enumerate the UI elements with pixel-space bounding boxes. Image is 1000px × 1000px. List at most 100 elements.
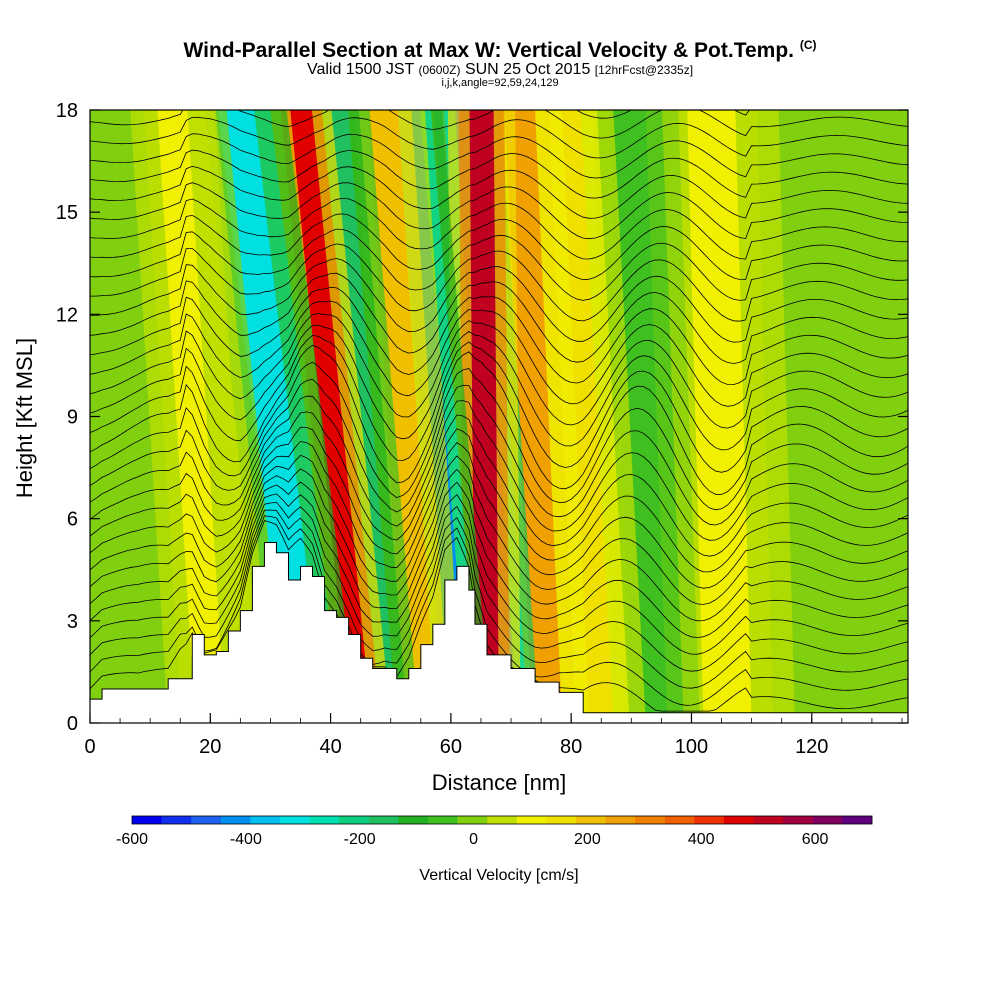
colorbar-swatch-18 bbox=[664, 816, 695, 824]
isentrope-30 bbox=[90, 116, 908, 159]
colorbar-title: Vertical Velocity [cm/s] bbox=[419, 867, 578, 884]
y-tick-label-15: 15 bbox=[56, 202, 78, 224]
colorbar-swatch-3 bbox=[220, 816, 251, 824]
isentrope-10 bbox=[90, 411, 908, 557]
x-tick-label-60: 60 bbox=[440, 736, 462, 758]
isentrope-11 bbox=[90, 395, 908, 541]
isentrope-5 bbox=[90, 481, 908, 639]
colorbar-swatch-12 bbox=[487, 816, 518, 824]
colorbar-swatch-9 bbox=[398, 816, 429, 824]
colorbar-swatch-23 bbox=[812, 816, 843, 824]
x-tick-label-0: 0 bbox=[84, 736, 95, 758]
y-axis-title: Height [Kft MSL] bbox=[12, 338, 37, 498]
y-tick-label-9: 9 bbox=[67, 407, 78, 429]
colorbar-swatch-10 bbox=[428, 816, 458, 824]
colorbar-swatch-8 bbox=[368, 816, 399, 824]
isentrope-14 bbox=[90, 344, 908, 495]
colorbar-tick--400: -400 bbox=[230, 831, 262, 848]
isentrope-22 bbox=[90, 243, 908, 322]
subtitle-forecast: [12hrFcst@2335z] bbox=[594, 63, 694, 77]
isentrope-24 bbox=[90, 213, 908, 281]
colorbar-swatch-24 bbox=[842, 816, 873, 824]
chart-title: Wind-Parallel Section at Max W: Vertical… bbox=[0, 38, 1000, 63]
subtitle-valid: Valid 1500 JST bbox=[306, 61, 414, 78]
x-axis-title: Distance [nm] bbox=[432, 770, 567, 795]
colorbar-frame bbox=[131, 815, 873, 825]
colorbar-tick--200: -200 bbox=[344, 831, 376, 848]
colorbar-swatch-20 bbox=[724, 816, 754, 824]
y-tick-label-3: 3 bbox=[67, 611, 78, 633]
potential-temperature-contours bbox=[90, 66, 908, 712]
isentrope-17 bbox=[90, 313, 908, 429]
subtitle-date: SUN 25 Oct 2015 bbox=[464, 61, 591, 78]
colorbar-tick-600: 600 bbox=[802, 831, 829, 848]
velocity-band-11-level-0 bbox=[609, 110, 668, 723]
isentrope-4 bbox=[90, 493, 908, 655]
velocity-band-12-level-0 bbox=[687, 110, 752, 723]
isentrope-16 bbox=[90, 324, 908, 451]
isentrope-18 bbox=[90, 300, 908, 407]
isentrope-1 bbox=[90, 515, 908, 706]
chart-title-tag: (C) bbox=[799, 38, 817, 52]
isentrope-6 bbox=[90, 468, 908, 622]
x-tick-label-40: 40 bbox=[319, 736, 341, 758]
isentrope-12 bbox=[90, 378, 908, 526]
x-tick-label-100: 100 bbox=[675, 736, 708, 758]
isentrope-7 bbox=[90, 454, 908, 605]
velocity-band-9-level-0 bbox=[505, 110, 563, 723]
colorbar-tick-400: 400 bbox=[688, 831, 715, 848]
colorbar-swatch-4 bbox=[250, 816, 281, 824]
isentrope-33 bbox=[90, 66, 908, 98]
isentrope-3 bbox=[90, 501, 908, 672]
isentrope-25 bbox=[90, 197, 908, 260]
colorbar-swatch-19 bbox=[694, 816, 725, 824]
colorbar-swatch-11 bbox=[457, 816, 488, 824]
y-tick-label-6: 6 bbox=[67, 509, 78, 531]
isentrope-27 bbox=[90, 165, 908, 219]
isentrope-9 bbox=[90, 426, 908, 573]
colorbar-tick--600: -600 bbox=[116, 831, 148, 848]
terrain bbox=[89, 542, 909, 724]
colorbar: -600 -400 -200 0 200 400 600 bbox=[116, 815, 873, 848]
colorbar-tick-0: 0 bbox=[469, 831, 478, 848]
velocity-band-0-level-0 bbox=[157, 110, 226, 723]
isentrope-19 bbox=[90, 286, 908, 386]
isentrope-31 bbox=[90, 110, 908, 139]
colorbar-swatch-14 bbox=[546, 816, 577, 824]
y-axis: 0 3 6 9 12 15 18 bbox=[56, 100, 908, 735]
y-tick-label-0: 0 bbox=[67, 713, 78, 735]
x-tick-label-120: 120 bbox=[795, 736, 828, 758]
velocity-band-2-level-0 bbox=[218, 110, 325, 723]
isentrope-21 bbox=[90, 258, 908, 343]
x-tick-label-80: 80 bbox=[560, 736, 582, 758]
isentrope-23 bbox=[90, 228, 908, 301]
colorbar-tick-200: 200 bbox=[574, 831, 601, 848]
isentrope-28 bbox=[90, 149, 908, 199]
isentrope-13 bbox=[90, 361, 908, 511]
y-tick-label-18: 18 bbox=[56, 100, 78, 122]
isentrope-15 bbox=[90, 334, 908, 473]
subtitle-utc: (0600Z) bbox=[418, 63, 461, 77]
isentrope-8 bbox=[90, 440, 908, 589]
colorbar-swatch-17 bbox=[635, 816, 666, 824]
colorbar-swatch-15 bbox=[576, 816, 606, 824]
colorbar-swatch-7 bbox=[339, 816, 370, 824]
isentrope-26 bbox=[90, 182, 908, 240]
isentrope-20 bbox=[90, 272, 908, 364]
colorbar-swatch-5 bbox=[280, 816, 310, 824]
colorbar-swatch-0 bbox=[132, 816, 162, 824]
colorbar-swatch-16 bbox=[605, 816, 636, 824]
x-tick-label-20: 20 bbox=[199, 736, 221, 758]
colorbar-swatch-21 bbox=[753, 816, 784, 824]
colorbar-swatch-22 bbox=[783, 816, 814, 824]
x-axis: 0 20 40 60 80 100 120 bbox=[84, 713, 903, 758]
isentrope-2 bbox=[90, 509, 908, 689]
colorbar-swatch-13 bbox=[516, 816, 547, 824]
isentrope-29 bbox=[90, 133, 908, 179]
colorbar-swatch-1 bbox=[161, 816, 192, 824]
chart-title-text: Wind-Parallel Section at Max W: Vertical… bbox=[183, 39, 794, 62]
velocity-band-3-level-0 bbox=[290, 110, 372, 723]
colorbar-swatch-6 bbox=[309, 816, 340, 824]
chart-subtitle: Valid 1500 JST (0600Z) SUN 25 Oct 2015 [… bbox=[0, 61, 1000, 79]
